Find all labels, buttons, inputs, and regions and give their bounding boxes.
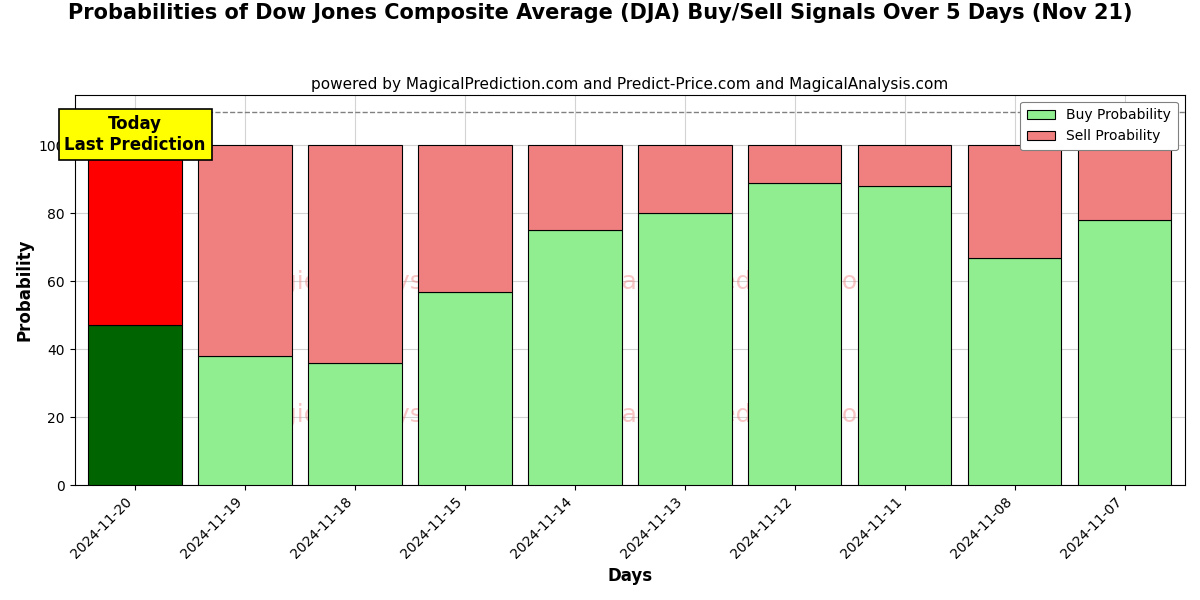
Text: MagicalPrediction.com: MagicalPrediction.com (600, 270, 882, 294)
Bar (858, 145, 952, 186)
Bar (89, 325, 182, 485)
Title: powered by MagicalPrediction.com and Predict-Price.com and MagicalAnalysis.com: powered by MagicalPrediction.com and Pre… (311, 77, 948, 92)
Text: Today
Last Prediction: Today Last Prediction (65, 115, 206, 154)
Text: MagicalAnalysis.com: MagicalAnalysis.com (245, 403, 505, 427)
Bar (528, 230, 622, 485)
Bar (1078, 220, 1171, 485)
Bar (638, 214, 732, 485)
Text: Probabilities of Dow Jones Composite Average (DJA) Buy/Sell Signals Over 5 Days : Probabilities of Dow Jones Composite Ave… (67, 3, 1133, 23)
Bar (89, 145, 182, 325)
Bar (308, 145, 402, 363)
Text: MagicalAnalysis.com: MagicalAnalysis.com (245, 270, 505, 294)
Bar (308, 363, 402, 485)
Legend: Buy Probability, Sell Proability: Buy Probability, Sell Proability (1020, 101, 1178, 151)
Bar (858, 186, 952, 485)
Bar (748, 145, 841, 183)
Bar (638, 145, 732, 214)
Y-axis label: Probability: Probability (16, 239, 34, 341)
Text: MagicalPrediction.com: MagicalPrediction.com (600, 403, 882, 427)
X-axis label: Days: Days (607, 567, 653, 585)
Bar (748, 183, 841, 485)
Bar (198, 145, 292, 356)
Bar (968, 257, 1061, 485)
Bar (419, 145, 511, 292)
Bar (419, 292, 511, 485)
Bar (1078, 145, 1171, 220)
Bar (198, 356, 292, 485)
Bar (528, 145, 622, 230)
Bar (968, 145, 1061, 257)
